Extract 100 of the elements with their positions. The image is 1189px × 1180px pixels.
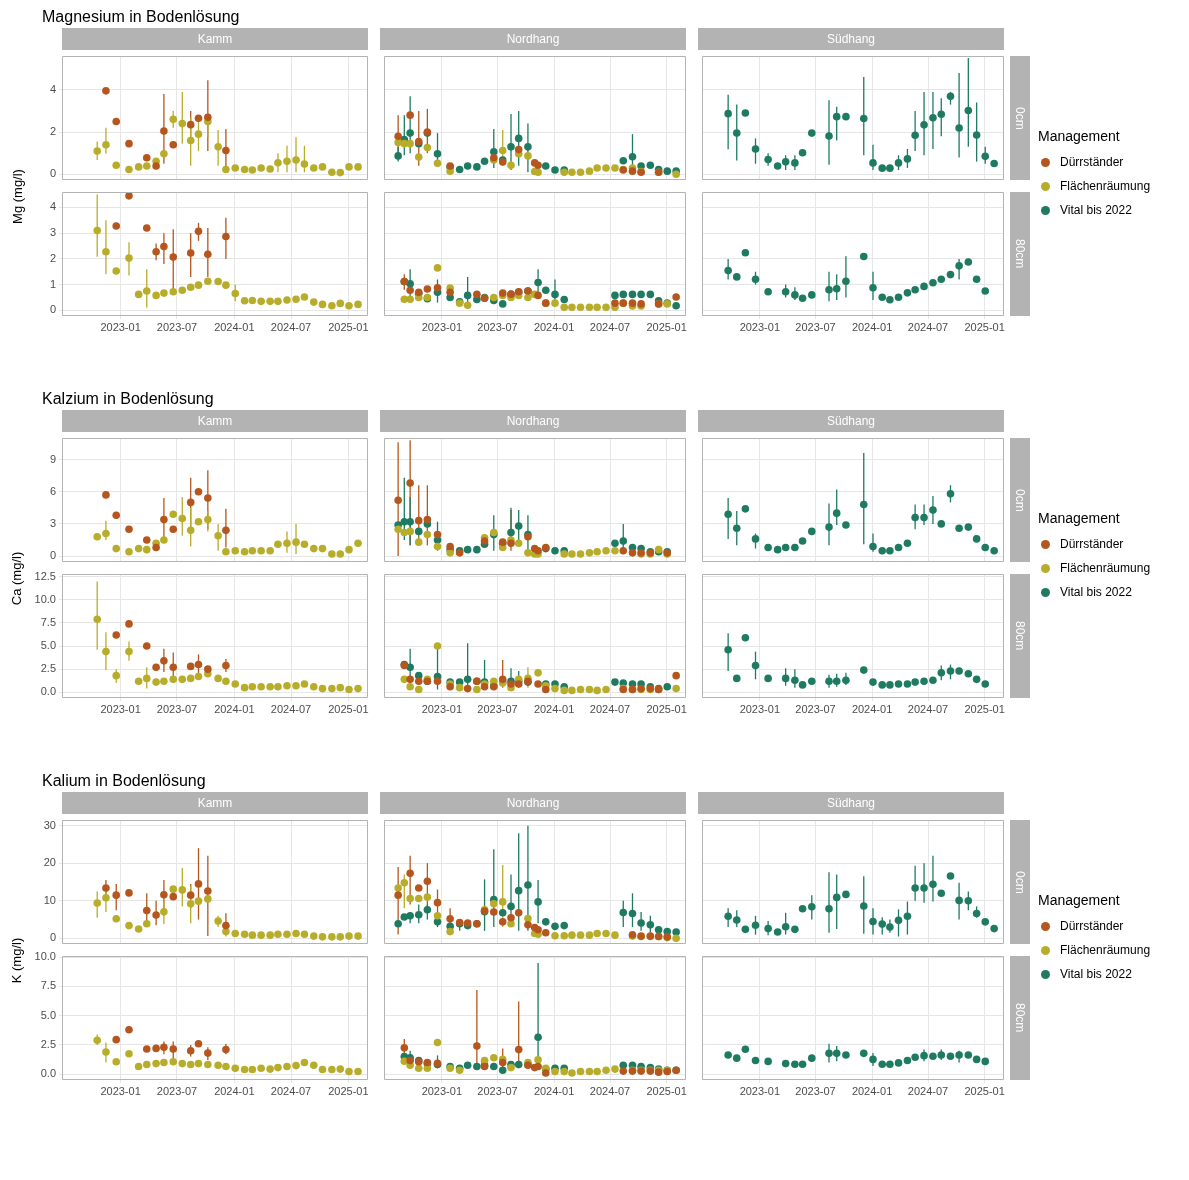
y-tick-label: 0 — [49, 167, 56, 180]
y-tick-label: 0.0 — [40, 1067, 56, 1080]
x-tick-label: 2024-07 — [907, 1084, 949, 1097]
y-tick-label: 6 — [49, 484, 56, 497]
x-tick-label: 2024-01 — [851, 320, 893, 333]
x-tick-label: 2023-07 — [795, 702, 836, 715]
x-tick-label: 2023-07 — [477, 320, 518, 333]
y-tick-label: 5.0 — [40, 1008, 56, 1021]
legend-label: Vital bis 2022 — [1060, 203, 1132, 217]
legend-label: Flächenräumung — [1060, 179, 1151, 193]
y-tick-label: 4 — [49, 82, 56, 95]
y2-axis-title: 0cm — [1010, 820, 1030, 944]
legend-title: Management — [1038, 128, 1121, 144]
y-tick-label: 10.0 — [34, 950, 56, 963]
chart-title: Kamm — [62, 792, 368, 814]
x-tick-label: 2023-01 — [421, 702, 462, 715]
y-tick-label: 7.5 — [40, 616, 56, 628]
x-tick-label: 2024-07 — [270, 1084, 312, 1097]
x-tick-label: 2023-01 — [100, 702, 141, 715]
x-tick-label: 2025-01 — [328, 320, 369, 333]
chart-title: Nordhang — [380, 28, 686, 50]
y-tick-label: 9 — [49, 452, 56, 465]
y-tick-label: 10.0 — [34, 592, 56, 605]
x-tick-label: 2024-01 — [851, 1084, 893, 1097]
x-tick-label: 2024-01 — [533, 1084, 575, 1097]
x-tick-label: 2023-01 — [739, 320, 780, 333]
y-tick-label: 20 — [43, 856, 56, 869]
x-tick-label: 2025-01 — [328, 702, 369, 715]
legend-label: Flächenräumung — [1060, 561, 1151, 575]
x-tick-label: 2024-01 — [533, 320, 575, 333]
chart-subtitle: Magnesium in Bodenlösung — [42, 8, 241, 27]
x-tick-label: 2024-01 — [533, 702, 575, 715]
x-tick-label: 2023-01 — [739, 702, 780, 715]
chart-subtitle: Kalium in Bodenlösung — [42, 772, 207, 791]
y-tick-label: 0 — [49, 549, 56, 562]
y2-axis-title: 80cm — [1010, 956, 1030, 1080]
x-tick-label: 2024-07 — [907, 702, 949, 715]
x-tick-label: 2025-01 — [646, 1084, 687, 1097]
chart-title: Südhang — [698, 792, 1004, 814]
y-tick-label: 2.5 — [40, 662, 56, 675]
legend-label: Flächenräumung — [1060, 943, 1151, 957]
y-tick-label: 2.5 — [40, 1037, 56, 1050]
legend-label: Dürrständer — [1060, 155, 1124, 169]
x-tick-label: 2024-01 — [214, 1084, 255, 1097]
x-tick-label: 2025-01 — [646, 702, 687, 715]
x-tick-label: 2024-07 — [589, 1084, 631, 1097]
x-tick-label: 2023-07 — [156, 702, 198, 715]
x-tick-label: 2024-07 — [589, 320, 631, 333]
x-tick-label: 2024-07 — [270, 320, 312, 333]
chart-title: Kamm — [62, 410, 368, 432]
x-tick-label: 2025-01 — [964, 320, 1005, 333]
y-tick-label: 5.0 — [40, 639, 56, 652]
y-axis-title: Ca (mg/l) — [9, 551, 25, 605]
x-tick-label: 2025-01 — [964, 1084, 1005, 1097]
x-tick-label: 2023-07 — [156, 320, 198, 333]
chart-title: Südhang — [698, 28, 1004, 50]
x-tick-label: 2023-07 — [795, 1084, 836, 1097]
legend-title: Management — [1038, 892, 1121, 908]
chart-title: Kamm — [62, 28, 368, 50]
x-tick-label: 2025-01 — [964, 702, 1005, 715]
y-axis-title: K (mg/l) — [9, 937, 25, 983]
x-tick-label: 2023-01 — [739, 1084, 780, 1097]
x-tick-label: 2024-07 — [907, 320, 949, 333]
legend-label: Vital bis 2022 — [1060, 585, 1132, 599]
x-tick-label: 2023-01 — [421, 1084, 462, 1097]
y2-axis-title: 80cm — [1010, 192, 1030, 316]
y-tick-label: 3 — [49, 516, 56, 529]
y2-axis-title: 0cm — [1010, 438, 1030, 562]
y-tick-label: 10 — [43, 893, 56, 906]
x-tick-label: 2025-01 — [646, 320, 687, 333]
chart-title: Nordhang — [380, 792, 686, 814]
x-tick-label: 2024-07 — [270, 702, 312, 715]
x-tick-label: 2024-07 — [589, 702, 631, 715]
y-tick-label: 12.5 — [34, 569, 56, 582]
y-tick-label: 2 — [49, 251, 56, 264]
x-tick-label: 2024-01 — [214, 320, 255, 333]
x-tick-label: 2023-01 — [100, 320, 141, 333]
legend-title: Management — [1038, 510, 1121, 526]
chart-subtitle: Kalzium in Bodenlösung — [42, 390, 215, 409]
x-tick-label: 2023-01 — [100, 1084, 141, 1097]
legend-label: Dürrständer — [1060, 919, 1124, 933]
y-tick-label: 0.0 — [40, 685, 56, 698]
x-tick-label: 2023-07 — [477, 702, 518, 715]
y2-axis-title: 0cm — [1010, 56, 1030, 180]
y-tick-label: 30 — [43, 818, 56, 831]
x-tick-label: 2024-01 — [214, 702, 255, 715]
x-tick-label: 2025-01 — [328, 1084, 369, 1097]
y-tick-label: 7.5 — [40, 979, 56, 992]
chart-title: Nordhang — [380, 410, 686, 432]
legend-label: Vital bis 2022 — [1060, 967, 1132, 981]
x-tick-label: 2023-01 — [421, 320, 462, 333]
y-tick-label: 0 — [49, 931, 56, 944]
chart-title: Südhang — [698, 410, 1004, 432]
x-tick-label: 2023-07 — [795, 320, 836, 333]
x-tick-label: 2024-01 — [851, 702, 893, 715]
y-tick-label: 3 — [49, 226, 56, 239]
y2-axis-title: 80cm — [1010, 574, 1030, 698]
y-tick-label: 2 — [49, 125, 56, 138]
legend-label: Dürrständer — [1060, 537, 1124, 551]
x-tick-label: 2023-07 — [477, 1084, 518, 1097]
